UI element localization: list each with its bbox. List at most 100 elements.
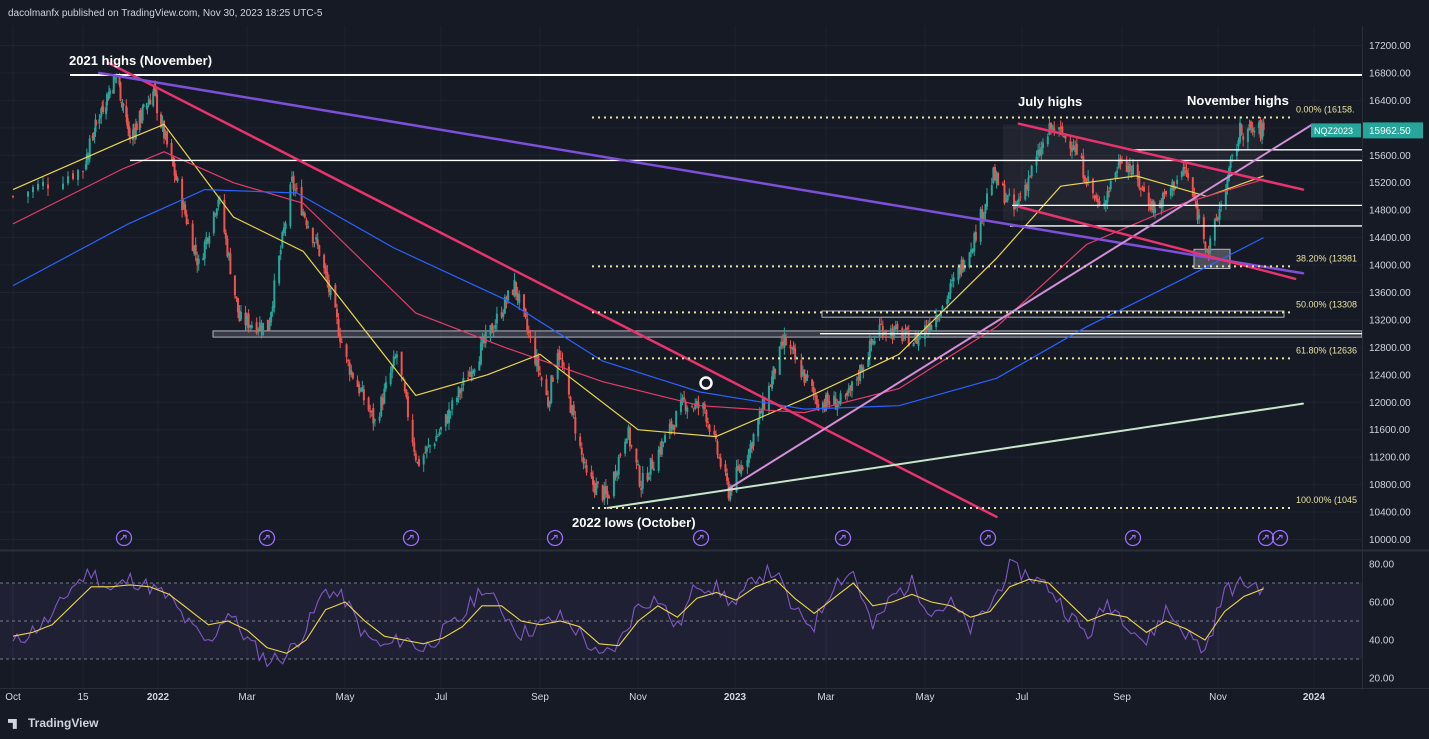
candle-body: [1228, 168, 1231, 181]
candle-body: [12, 196, 14, 198]
candle-body: [422, 455, 425, 465]
candle-body: [1001, 183, 1004, 185]
candle-body: [119, 82, 122, 101]
candle-body: [1071, 147, 1073, 152]
candle-body: [1160, 200, 1163, 209]
candle-body: [473, 369, 476, 373]
candle-body: [1019, 196, 1022, 198]
candle-body: [837, 400, 840, 405]
price-axis-tick: 12000.00: [1369, 398, 1411, 409]
candle-body: [675, 411, 678, 428]
candle-body: [760, 411, 763, 414]
candle-body: [212, 211, 215, 234]
candle-body: [1193, 193, 1196, 199]
candle-body: [108, 90, 111, 95]
marker-circle: [699, 376, 713, 390]
candle-body: [1205, 250, 1208, 252]
event-markers[interactable]: [115, 529, 1289, 547]
candle-body: [606, 491, 609, 498]
candle-body: [358, 384, 361, 394]
candle-body: [135, 123, 138, 131]
candle-body: [250, 325, 253, 328]
candle-body: [351, 372, 354, 379]
candle-body: [500, 312, 503, 318]
price-axis-tick: 12400.00: [1369, 370, 1411, 381]
candle-body: [132, 129, 134, 140]
candle-body: [139, 109, 142, 123]
candle-body: [1138, 176, 1141, 189]
candle-body: [527, 331, 530, 334]
candle-body: [803, 369, 806, 383]
candle-body: [1096, 198, 1099, 203]
candle-body: [62, 183, 64, 189]
event-marker-icon: [1124, 529, 1142, 547]
candle-body: [185, 214, 188, 224]
candle-body: [547, 396, 550, 407]
candle-body: [105, 107, 108, 115]
last-price-label: 15962.50: [1369, 126, 1411, 137]
candle-body: [1147, 192, 1150, 206]
candle-body: [1141, 186, 1144, 188]
candle-body: [834, 398, 837, 410]
candle-body: [1117, 160, 1120, 168]
candle-body: [750, 442, 753, 449]
candle-body: [184, 204, 187, 215]
candle-body: [801, 371, 804, 376]
candle-body: [202, 257, 205, 261]
candle-body: [1064, 135, 1067, 139]
candle-body: [290, 176, 293, 182]
uptrend-line: [727, 123, 1314, 490]
event-marker-icon: [402, 529, 420, 547]
candle-body: [1074, 146, 1077, 152]
tradingview-logo[interactable]: TradingView: [8, 716, 98, 730]
last-price-tag: NQZ2023 15962.50: [1311, 122, 1423, 139]
candle-body: [370, 410, 373, 412]
candle-body: [885, 331, 888, 335]
candle-body: [315, 237, 318, 240]
candle-body: [478, 361, 481, 371]
price-axis-tick: 14400.00: [1369, 233, 1411, 244]
candle-body: [384, 382, 387, 389]
candle-body: [347, 360, 350, 362]
candle-body: [433, 443, 436, 447]
candle-body: [93, 134, 96, 137]
candle-body: [1202, 217, 1205, 240]
price-axis[interactable]: 17200.0016800.0016400.0016000.0015600.00…: [1369, 41, 1411, 546]
candle-body: [574, 417, 577, 434]
candle-body: [1095, 195, 1098, 200]
candle-body: [457, 387, 460, 398]
symbol-label: NQZ2023: [1314, 126, 1353, 136]
time-axis[interactable]: Oct 15 2022 Mar May Jul Sep Nov 2023 Mar May Jul Sep…: [5, 692, 1325, 703]
candle-body: [1231, 154, 1234, 157]
event-arrow-icon: [263, 534, 270, 541]
candle-body: [1127, 165, 1130, 173]
candle-body: [1061, 126, 1064, 136]
candle-body: [467, 377, 470, 380]
candle-body: [182, 202, 185, 210]
candle-body: [630, 445, 633, 447]
price-axis-tick: 10800.00: [1369, 480, 1411, 491]
symbol-tag: [1311, 123, 1361, 138]
candle-body: [86, 155, 89, 160]
candle-body: [569, 396, 572, 413]
rsi-line: [12, 558, 1265, 668]
candle-body: [825, 394, 827, 411]
event-marker-icon: [834, 529, 852, 547]
candle-body: [436, 435, 439, 437]
event-arrow-icon: [120, 534, 127, 541]
event-marker-icon: [692, 529, 710, 547]
candle-body: [215, 208, 218, 216]
candle-body: [1003, 184, 1006, 204]
candle-body: [1040, 147, 1043, 156]
candle-body: [273, 280, 276, 308]
candle-body: [534, 337, 537, 365]
candle-body: [1016, 201, 1019, 206]
price-axis-tick: 16400.00: [1369, 96, 1411, 107]
candle-body: [141, 107, 144, 121]
candle-body: [380, 396, 383, 417]
tradingview-mark-icon: [8, 718, 17, 729]
candle-body: [1239, 122, 1242, 143]
candle-body: [107, 96, 109, 101]
time-axis-tick: Mar: [817, 692, 835, 703]
